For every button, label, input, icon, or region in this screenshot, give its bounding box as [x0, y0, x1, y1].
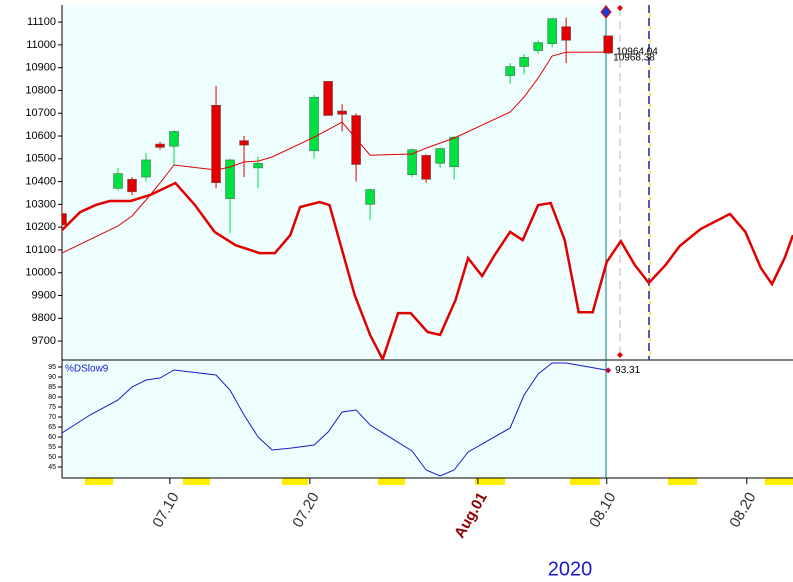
- candle-body: [62, 213, 67, 226]
- y-tick-label: 10100: [25, 244, 56, 256]
- y-tick-label: 10900: [25, 62, 56, 74]
- x-tick-label: 08.10: [586, 489, 619, 530]
- y-tick-label: 10400: [25, 175, 56, 187]
- y-tick-label: 70: [48, 414, 56, 421]
- y-tick-label: 10000: [25, 267, 56, 279]
- y-tick-label: 75: [48, 404, 56, 411]
- y-tick-label: 50: [48, 454, 56, 461]
- candle-body: [155, 143, 165, 148]
- y-tick-label: 60: [48, 434, 56, 441]
- last-point: [605, 367, 612, 374]
- candle-body: [309, 97, 319, 152]
- y-tick-label: 11100: [27, 16, 56, 28]
- candle-body: [561, 26, 571, 41]
- y-tick-label: 95: [48, 364, 56, 371]
- y-tick-label: 9800: [32, 312, 56, 324]
- candle-body: [127, 179, 137, 193]
- y-tick-label: 10700: [25, 107, 56, 119]
- x-tick-label: Aug.01: [451, 489, 491, 541]
- candle-body: [225, 159, 235, 199]
- series-name: %DSlow9: [65, 364, 109, 375]
- top-marker: [600, 5, 612, 19]
- candle-body: [547, 18, 557, 44]
- candle-body: [351, 115, 361, 165]
- candle-body: [239, 140, 249, 146]
- candle-body: [435, 148, 445, 164]
- x-tick-label: 07.20: [289, 489, 322, 530]
- y-tick-label: 10600: [25, 130, 56, 142]
- y-tick-label: 65: [48, 424, 56, 431]
- marker: [617, 5, 623, 11]
- last-value-label: 93.31: [615, 365, 640, 376]
- y-tick-label: 90: [48, 374, 56, 381]
- x-tick-label: 08.20: [726, 489, 759, 530]
- x-tick-label: 07.10: [149, 489, 182, 530]
- candle-body: [421, 155, 431, 180]
- price-panel: [62, 17, 793, 360]
- marker: [617, 352, 623, 358]
- candle-body: [337, 110, 347, 115]
- weekend-markers: [85, 478, 793, 485]
- indicator-line: [62, 51, 609, 254]
- y-tick-label: 11000: [26, 39, 56, 51]
- candle-body: [505, 66, 515, 76]
- y-tick-label: 9700: [32, 335, 56, 347]
- candle-body: [365, 189, 375, 205]
- oscillator-panel: [62, 362, 609, 477]
- candle-body: [211, 105, 221, 183]
- y-tick-label: 55: [48, 444, 56, 451]
- y-tick-label: 10200: [25, 221, 56, 233]
- candle-body: [169, 131, 179, 147]
- candle-body: [113, 173, 123, 189]
- y-tick-label: 10800: [25, 84, 56, 96]
- y-tick-label: 45: [48, 464, 56, 471]
- candle-body: [449, 136, 459, 168]
- candle-body: [253, 163, 263, 169]
- y-tick-label: 9900: [32, 289, 56, 301]
- year-label: 2020: [548, 558, 593, 580]
- oscillator-line: [62, 362, 609, 477]
- candle-body: [519, 57, 529, 67]
- y-tick-label: 85: [48, 384, 56, 391]
- candle-body: [533, 42, 543, 51]
- y-tick-label: 80: [48, 394, 56, 401]
- candle-body: [603, 35, 613, 54]
- candle-body: [323, 81, 333, 116]
- price-label: 10964.04: [616, 47, 658, 58]
- y-tick-label: 10500: [25, 153, 56, 165]
- indicator-line: [62, 181, 793, 360]
- candle-body: [141, 159, 151, 178]
- candle-body: [407, 149, 417, 176]
- history-background: [62, 5, 606, 478]
- y-tick-label: 10300: [25, 198, 56, 210]
- price-label: 10968.38: [613, 53, 655, 64]
